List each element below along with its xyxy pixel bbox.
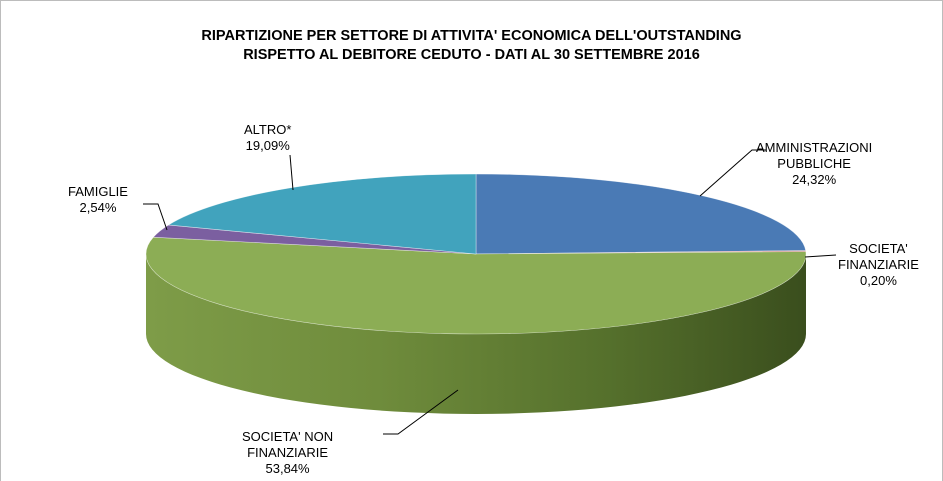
pie-slice-amministrazioni-pubbliche <box>475 173 807 255</box>
leader-line-altro <box>289 154 294 191</box>
pie-slice-societa-non-finanziarie <box>145 236 807 335</box>
label-societa-non-finanziarie: SOCIETA' NON FINANZIARIE 53,84% <box>242 429 333 477</box>
label-name: SOCIETA' NON <box>242 429 334 444</box>
leader-line-societa-non-finanziarie <box>383 389 459 435</box>
label-name: SOCIETA' <box>849 241 908 256</box>
chart-title-line2: RISPETTO AL DEBITORE CEDUTO - DATI AL 30… <box>243 47 700 63</box>
label-value: 2,54% <box>79 200 117 215</box>
leader-line-famiglie <box>143 203 168 231</box>
label-name: FINANZIARIE <box>247 445 328 460</box>
label-name: AMMINISTRAZIONI <box>756 140 873 155</box>
chart-title: RIPARTIZIONE PER SETTORE DI ATTIVITA' EC… <box>0 27 943 65</box>
label-value: 24,32% <box>792 172 837 187</box>
pie-slice-altro <box>167 173 477 255</box>
label-altro: ALTRO* 19,09% <box>244 122 291 154</box>
label-societa-finanziarie: SOCIETA' FINANZIARIE 0,20% <box>838 241 919 289</box>
label-name: PUBBLICHE <box>777 156 851 171</box>
label-name: FAMIGLIE <box>68 184 128 199</box>
label-value: 53,84% <box>265 461 310 476</box>
label-amministrazioni-pubbliche: AMMINISTRAZIONI PUBBLICHE 24,32% <box>756 140 872 188</box>
leader-line-amministrazioni-pubbliche <box>699 149 766 197</box>
leader-line-societa-finanziarie <box>804 254 837 258</box>
chart-title-line1: RIPARTIZIONE PER SETTORE DI ATTIVITA' EC… <box>201 28 742 44</box>
label-name: FINANZIARIE <box>838 257 919 272</box>
label-value: 19,09% <box>245 138 290 153</box>
label-famiglie: FAMIGLIE 2,54% <box>68 184 128 216</box>
label-name: ALTRO* <box>244 122 292 137</box>
label-value: 0,20% <box>860 273 897 288</box>
